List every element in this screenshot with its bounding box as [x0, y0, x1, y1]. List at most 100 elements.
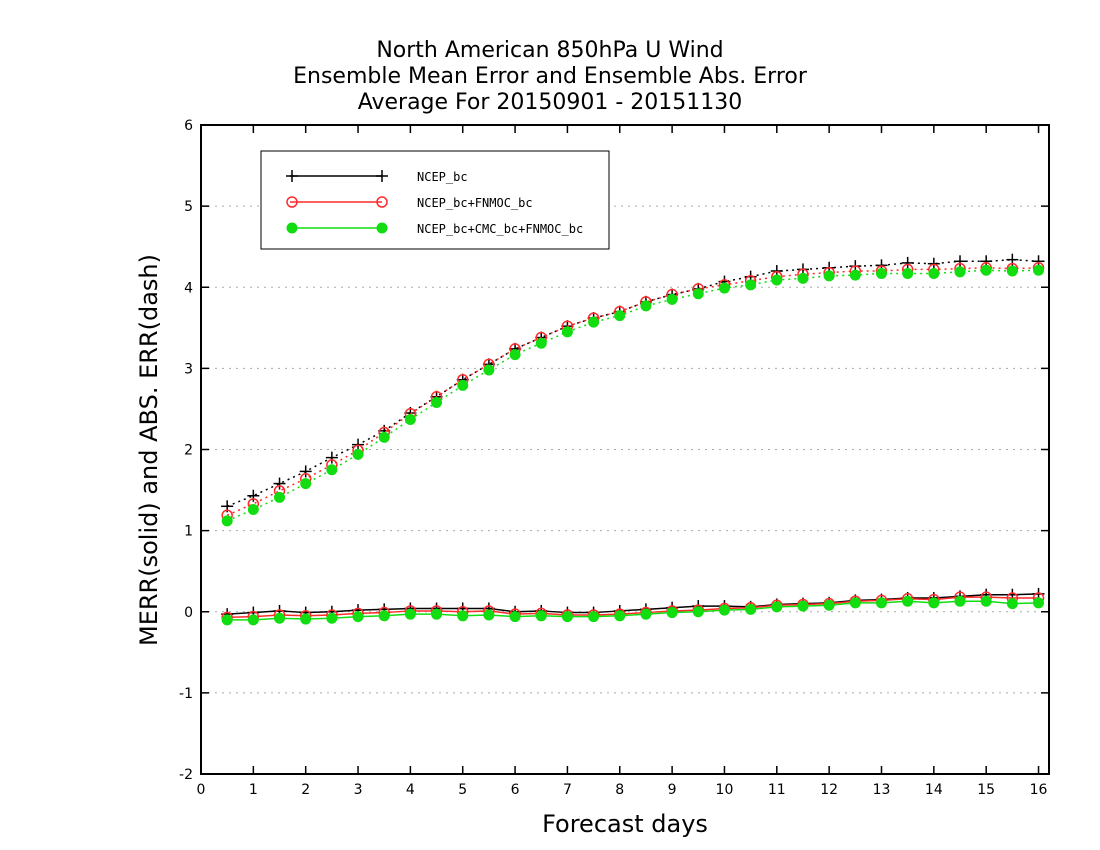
- merr-point: [274, 612, 286, 624]
- merr-point: [509, 611, 521, 623]
- merr-point: [771, 601, 783, 613]
- abs-err-point: [954, 255, 967, 268]
- abs-err-point: [901, 256, 914, 269]
- merr-point: [797, 600, 809, 612]
- merr-point: [718, 604, 730, 616]
- merr-point: [614, 610, 626, 622]
- merr-point: [247, 614, 259, 626]
- y-tick-label: 0: [184, 605, 193, 621]
- x-tick-label: 3: [354, 782, 363, 798]
- x-tick-label: 0: [197, 782, 206, 798]
- merr-point: [902, 595, 914, 607]
- y-tick-label: 6: [184, 118, 193, 134]
- abs-err-point: [247, 504, 259, 516]
- abs-err-point: [588, 316, 600, 328]
- x-tick-label: 5: [458, 782, 467, 798]
- abs-err-point: [378, 431, 390, 443]
- x-tick-label: 1: [249, 782, 258, 798]
- y-tick-label: 3: [184, 361, 193, 377]
- merr-point: [431, 608, 443, 620]
- merr-point: [954, 595, 966, 607]
- merr-point: [300, 613, 312, 625]
- abs-err-point: [274, 491, 286, 503]
- y-axis-label: MERR(solid) and ABS. ERR(dash): [135, 254, 163, 646]
- abs-err-point: [1033, 264, 1045, 276]
- x-tick-label: 7: [563, 782, 572, 798]
- abs-err-point: [666, 293, 678, 305]
- merr-point: [849, 597, 861, 609]
- series-abs-err-line: [226, 267, 1039, 516]
- merr-point: [928, 597, 940, 609]
- y-tick-label: 1: [184, 524, 193, 540]
- merr-point: [561, 611, 573, 623]
- y-tick-label: 5: [184, 199, 193, 215]
- abs-err-point: [561, 326, 573, 338]
- x-tick-label: 10: [716, 782, 734, 798]
- abs-err-point: [509, 349, 521, 361]
- x-tick-label: 16: [1030, 782, 1048, 798]
- abs-err-point: [745, 279, 757, 291]
- x-tick-label: 12: [820, 782, 838, 798]
- abs-err-point: [614, 310, 626, 322]
- merr-point: [875, 597, 887, 609]
- legend-marker: [376, 196, 388, 208]
- abs-err-point: [483, 364, 495, 376]
- abs-err-point: [300, 478, 312, 490]
- abs-err-point: [875, 267, 887, 279]
- merr-point: [980, 595, 992, 607]
- merr-point: [352, 611, 364, 623]
- merr-point: [588, 611, 600, 623]
- abs-err-point: [431, 396, 443, 408]
- x-tick-label: 9: [668, 782, 677, 798]
- abs-err-point: [823, 270, 835, 282]
- abs-err-point: [404, 413, 416, 425]
- legend-marker: [376, 170, 388, 182]
- merr-point: [378, 610, 390, 622]
- abs-err-point: [771, 274, 783, 286]
- legend-marker: [286, 170, 298, 182]
- chart-title-line-1: North American 850hPa U Wind: [376, 38, 724, 63]
- series-abs-err-line: [226, 269, 1039, 522]
- merr-point: [326, 612, 338, 624]
- merr-point: [666, 607, 678, 619]
- x-tick-label: 11: [768, 782, 786, 798]
- abs-err-point: [980, 264, 992, 276]
- legend-marker: [376, 222, 388, 234]
- legend-box: [260, 150, 610, 250]
- merr-point: [745, 603, 757, 615]
- abs-err-point: [640, 300, 652, 312]
- y-tick-label: -2: [179, 767, 193, 783]
- abs-err-point: [692, 288, 704, 300]
- abs-err-point: [902, 267, 914, 279]
- merr-point: [535, 610, 547, 622]
- merr-point: [692, 606, 704, 618]
- abs-err-point: [535, 337, 547, 349]
- merr-point: [1033, 597, 1045, 609]
- x-axis-label: Forecast days: [542, 810, 708, 838]
- merr-point: [404, 608, 416, 620]
- abs-err-point: [797, 272, 809, 284]
- x-tick-label: 13: [873, 782, 891, 798]
- legend: NCEP_bc NCEP_bc+FNMOC_bc NCEP_bc+CMC_bc+FN…: [260, 150, 610, 250]
- series-abs-err-line: [226, 258, 1039, 507]
- x-tick-label: 2: [301, 782, 310, 798]
- abs-err-point: [247, 489, 260, 502]
- x-tick-label: 8: [615, 782, 624, 798]
- chart-title-line-2: Ensemble Mean Error and Ensemble Abs. Er…: [293, 64, 807, 89]
- merr-point: [640, 608, 652, 620]
- y-tick-label: 2: [184, 443, 193, 459]
- abs-err-point: [273, 477, 286, 490]
- merr-point: [221, 614, 233, 626]
- x-tick-label: 4: [406, 782, 415, 798]
- y-tick-label: 4: [184, 280, 193, 296]
- merr-point: [823, 599, 835, 611]
- abs-err-point: [221, 515, 233, 527]
- abs-err-point: [352, 448, 364, 460]
- abs-err-point: [954, 266, 966, 278]
- chart-title-line-3: Average For 20150901 - 20151130: [357, 90, 743, 115]
- x-tick-label: 6: [511, 782, 520, 798]
- merr-point: [1006, 598, 1018, 610]
- series-merr-line: [227, 593, 1039, 615]
- legend-marker: [286, 196, 298, 208]
